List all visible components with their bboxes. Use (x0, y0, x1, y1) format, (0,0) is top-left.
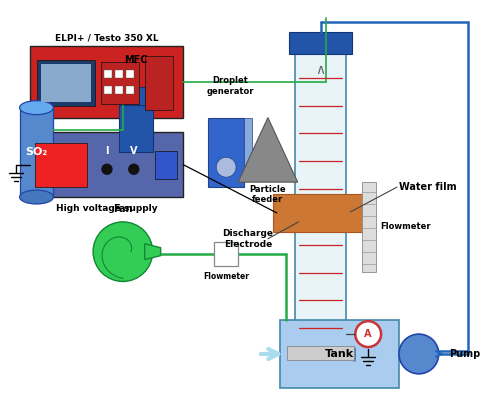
Circle shape (102, 164, 112, 174)
Bar (119, 73, 137, 87)
Text: Flowmeter: Flowmeter (203, 271, 249, 280)
Bar (30, 46, 184, 118)
Text: ELPI+ / Testo 350 XL: ELPI+ / Testo 350 XL (54, 33, 158, 42)
Circle shape (399, 334, 438, 374)
Bar (104, 70, 112, 78)
Text: Particle
feeder: Particle feeder (250, 185, 286, 204)
Polygon shape (238, 118, 298, 182)
Bar (273, 194, 368, 232)
Text: Droplet
generator: Droplet generator (206, 77, 254, 96)
Circle shape (93, 222, 152, 282)
Text: Flowmeter: Flowmeter (380, 222, 430, 231)
Bar (101, 62, 139, 104)
Text: Pump: Pump (448, 349, 480, 359)
Text: Water film: Water film (399, 182, 456, 192)
Bar (294, 40, 346, 348)
Bar (244, 118, 252, 177)
Text: A: A (364, 329, 372, 339)
Circle shape (356, 321, 381, 347)
Bar (42, 64, 91, 102)
Bar (208, 118, 244, 187)
Bar (126, 86, 134, 94)
Bar (119, 105, 152, 152)
Polygon shape (144, 244, 160, 260)
Bar (119, 87, 144, 105)
Circle shape (129, 164, 139, 174)
Bar (214, 242, 238, 266)
Ellipse shape (20, 101, 54, 115)
Text: I: I (105, 147, 108, 156)
Ellipse shape (20, 190, 54, 204)
Text: MFC: MFC (124, 55, 148, 65)
Circle shape (216, 158, 236, 177)
Bar (36, 143, 87, 187)
Bar (154, 151, 176, 179)
Bar (286, 346, 354, 360)
Text: Fan: Fan (113, 204, 132, 214)
Text: High voltage supply: High voltage supply (56, 204, 158, 213)
Bar (20, 108, 54, 197)
Text: V: V (130, 147, 138, 156)
Bar (38, 60, 95, 106)
Bar (288, 32, 352, 54)
Bar (362, 182, 376, 271)
Bar (115, 70, 123, 78)
Bar (30, 133, 184, 197)
Text: Tank: Tank (325, 349, 354, 359)
Bar (115, 86, 123, 94)
Text: ∧: ∧ (316, 63, 326, 77)
Text: Discharge
Electrode: Discharge Electrode (222, 229, 274, 249)
Text: SO₂: SO₂ (26, 147, 48, 158)
Bar (144, 56, 172, 109)
Bar (280, 320, 399, 388)
Bar (104, 86, 112, 94)
Bar (126, 70, 134, 78)
